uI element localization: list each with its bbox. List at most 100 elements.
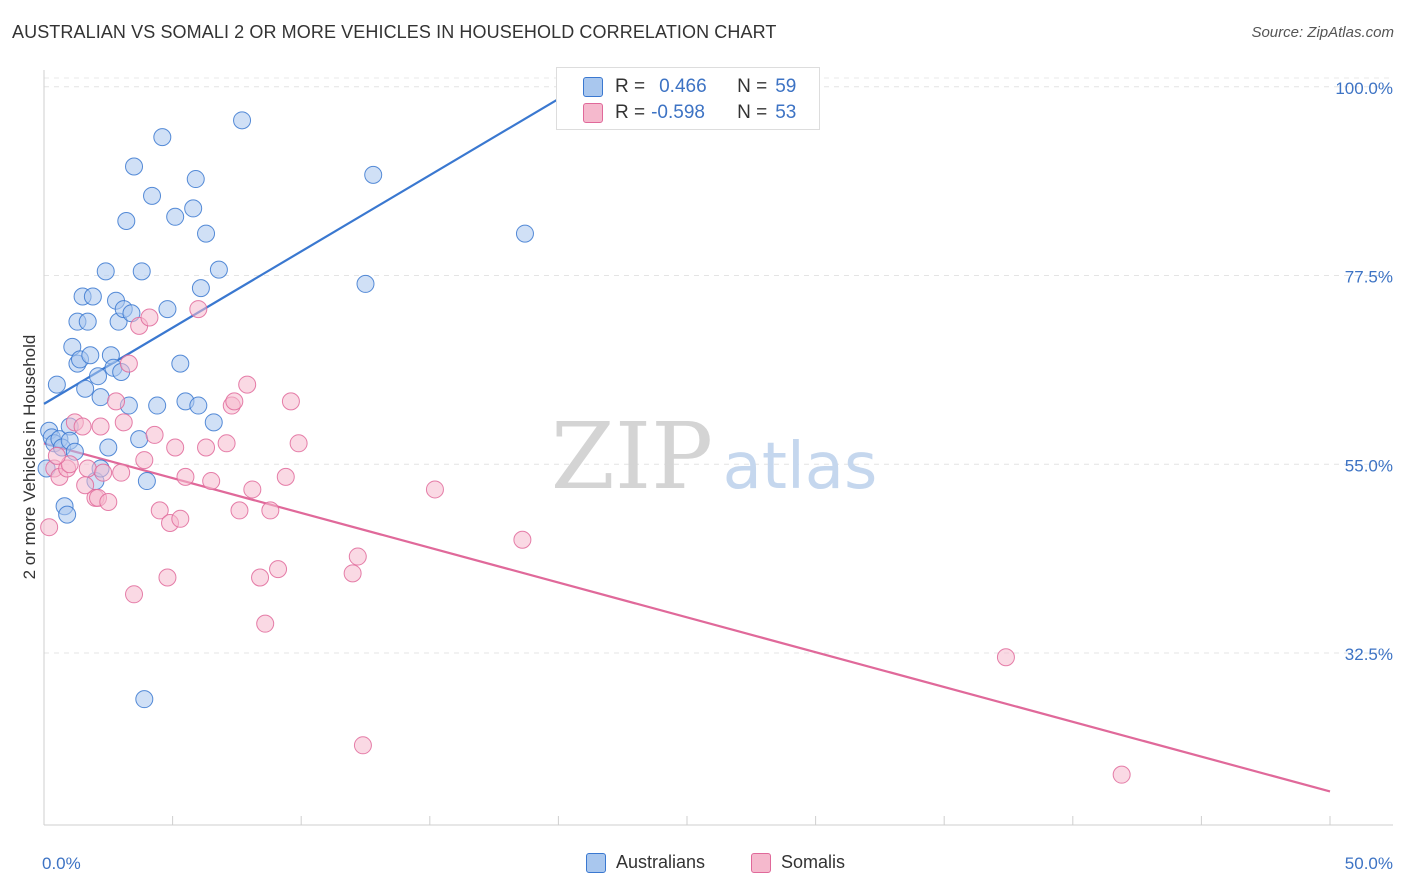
somalis-point-39[interactable] xyxy=(261,501,280,520)
australians-point-38[interactable] xyxy=(132,262,151,281)
somalis-point-51[interactable] xyxy=(47,446,66,465)
australians-point-8[interactable] xyxy=(58,505,77,524)
australians-point-18[interactable] xyxy=(78,312,97,331)
australians-point-19[interactable] xyxy=(81,346,100,365)
somalis-point-44[interactable] xyxy=(343,564,362,583)
australians-point-54[interactable] xyxy=(209,260,228,279)
australians-point-55[interactable] xyxy=(233,111,252,130)
somalis-point-7[interactable] xyxy=(78,459,97,478)
australians-point-50[interactable] xyxy=(189,396,208,415)
legend-item-australians[interactable]: Australians xyxy=(586,852,705,873)
somalis-point-11[interactable] xyxy=(94,463,113,482)
legend-label-australians: Australians xyxy=(616,852,706,872)
somalis-point-52[interactable] xyxy=(76,476,95,495)
australians-point-49[interactable] xyxy=(186,170,205,189)
australians-legend-swatch xyxy=(586,852,606,873)
somalis-point-48[interactable] xyxy=(513,530,532,549)
somalis-point-33[interactable] xyxy=(225,392,244,411)
australians-point-46[interactable] xyxy=(171,354,190,373)
australians-point-41[interactable] xyxy=(143,186,162,205)
somalis-point-45[interactable] xyxy=(348,547,367,566)
somalis-point-50[interactable] xyxy=(1112,765,1131,784)
australians-point-58[interactable] xyxy=(515,224,534,243)
somalis-point-49[interactable] xyxy=(996,648,1015,667)
somalis-point-41[interactable] xyxy=(276,467,295,486)
somalis-point-21[interactable] xyxy=(145,425,164,444)
somalis-point-14[interactable] xyxy=(112,463,131,482)
somalis-point-42[interactable] xyxy=(281,392,300,411)
somalis-point-27[interactable] xyxy=(176,467,195,486)
somalis-point-15[interactable] xyxy=(114,413,133,432)
somalis-point-12[interactable] xyxy=(99,493,118,512)
somalis-point-0[interactable] xyxy=(40,518,59,537)
series-legend: Australians Somalis xyxy=(0,852,1406,878)
n-value-australians: 59 xyxy=(775,76,797,97)
legend-row-australians: R = 0.466 N = 59 xyxy=(557,74,796,100)
somalis-point-34[interactable] xyxy=(230,501,249,520)
y-tick-label-3: 100.0% xyxy=(1335,79,1393,98)
australians-point-48[interactable] xyxy=(184,199,203,218)
australians-point-45[interactable] xyxy=(166,207,185,226)
australians-point-51[interactable] xyxy=(191,279,210,298)
australians-point-24[interactable] xyxy=(91,388,110,407)
somalis-point-19[interactable] xyxy=(135,451,154,470)
legend-row-somalis: R = -0.598 N = 53 xyxy=(557,100,796,126)
australians-point-56[interactable] xyxy=(356,274,375,293)
somalis-point-16[interactable] xyxy=(119,354,138,373)
somalis-point-6[interactable] xyxy=(73,417,92,436)
somalis-point-43[interactable] xyxy=(289,434,308,453)
somalis-point-4[interactable] xyxy=(60,455,79,474)
somalis-point-47[interactable] xyxy=(425,480,444,499)
y-tick-label-0: 32.5% xyxy=(1345,645,1393,664)
somalis-point-31[interactable] xyxy=(217,434,236,453)
somalis-point-25[interactable] xyxy=(166,438,185,457)
australians-point-33[interactable] xyxy=(117,212,136,230)
r-label: R = xyxy=(615,76,646,97)
source-credit: Source: ZipAtlas.com xyxy=(1251,24,1394,41)
x-tick-label-1: 50.0% xyxy=(1345,854,1393,873)
legend-item-somalis[interactable]: Somalis xyxy=(751,852,845,873)
australians-swatch xyxy=(583,77,603,97)
somalis-point-17[interactable] xyxy=(125,585,144,604)
y-axis-label: 2 or more Vehicles in Household xyxy=(20,334,39,580)
australians-point-53[interactable] xyxy=(204,413,223,432)
somalis-point-20[interactable] xyxy=(140,308,159,327)
australians-point-4[interactable] xyxy=(47,375,66,394)
australians-point-37[interactable] xyxy=(130,430,149,449)
somalis-point-22[interactable] xyxy=(150,501,169,520)
australians-point-57[interactable] xyxy=(364,165,383,184)
chart-title: AUSTRALIAN VS SOMALI 2 OR MORE VEHICLES … xyxy=(12,22,777,42)
australians-point-42[interactable] xyxy=(148,396,167,415)
somalis-point-26[interactable] xyxy=(171,509,190,528)
somalis-point-28[interactable] xyxy=(189,300,208,319)
australians-point-25[interactable] xyxy=(96,262,115,281)
x-tick-label-0: 0.0% xyxy=(42,854,81,873)
australians-point-17[interactable] xyxy=(76,379,95,398)
n-value-somalis: 53 xyxy=(775,102,797,123)
somalis-point-10[interactable] xyxy=(91,417,110,436)
australians-point-44[interactable] xyxy=(158,300,177,319)
somalis-point-40[interactable] xyxy=(269,560,288,579)
somalis-point-38[interactable] xyxy=(256,614,275,633)
somalis-point-35[interactable] xyxy=(238,375,257,394)
r-value-australians: 0.466 xyxy=(659,76,707,97)
australians-point-39[interactable] xyxy=(135,690,154,709)
somalis-point-37[interactable] xyxy=(251,568,270,587)
somalis-point-46[interactable] xyxy=(353,736,372,755)
somalis-point-23[interactable] xyxy=(158,568,177,587)
tick-labels: 32.5% 55.0% 77.5% 100.0% 0.0% 50.0% xyxy=(42,79,1393,873)
somalis-point-36[interactable] xyxy=(243,480,262,499)
somalis-point-30[interactable] xyxy=(202,472,221,491)
australians-point-36[interactable] xyxy=(125,157,144,176)
australians-point-20[interactable] xyxy=(83,287,102,306)
watermark-zip: ZIP xyxy=(551,403,713,510)
australians-point-40[interactable] xyxy=(137,472,156,491)
somalis-point-29[interactable] xyxy=(197,438,216,457)
somalis-point-13[interactable] xyxy=(107,392,126,411)
australians-point-22[interactable] xyxy=(89,367,108,386)
australians-point-52[interactable] xyxy=(197,224,216,243)
australians-point-26[interactable] xyxy=(99,438,118,457)
australians-point-43[interactable] xyxy=(153,128,172,147)
watermark: ZIP atlas xyxy=(551,403,877,510)
